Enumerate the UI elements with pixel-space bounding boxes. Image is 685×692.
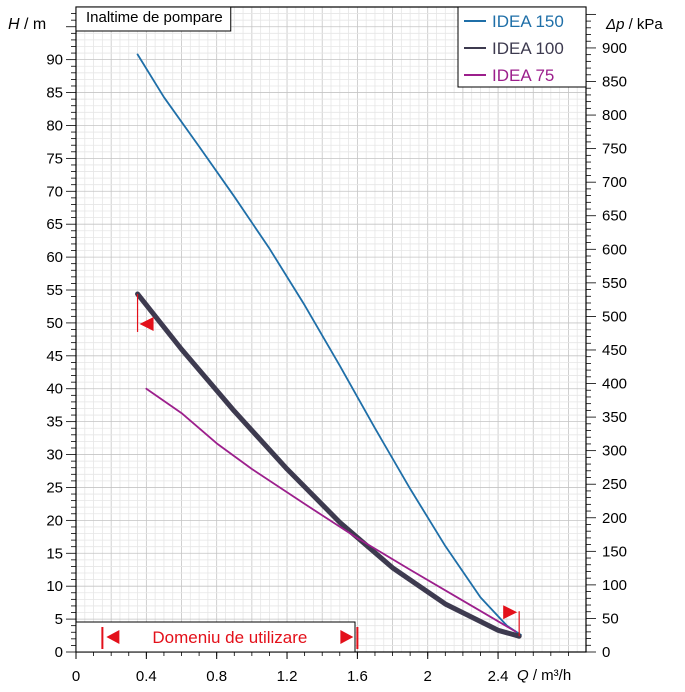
- y-tick-label: 35: [46, 414, 63, 431]
- domain-of-use-box: Domeniu de utilizare: [75, 621, 359, 653]
- y-tick-label: 25: [46, 479, 63, 496]
- y2-tick-label: 550: [602, 275, 627, 292]
- axis-symbol: Δp: [605, 16, 624, 33]
- axis-symbol: H: [8, 16, 20, 33]
- x-tick-label: 2: [424, 668, 432, 685]
- y2-tick-label: 150: [602, 543, 627, 560]
- y-tick-label: 60: [46, 249, 63, 266]
- y2-tick-label: 0: [602, 644, 610, 661]
- y2-tick-label: 200: [602, 510, 627, 527]
- y2-tick-label: 450: [602, 342, 627, 359]
- axis-symbol: Q: [517, 667, 529, 684]
- legend: IDEA 150 IDEA 100 IDEA 75: [457, 6, 587, 88]
- chart-title-box: Inaltime de pompare: [75, 6, 232, 32]
- x-tick-label: 1.6: [347, 668, 368, 685]
- x-tick-label: 0: [72, 668, 80, 685]
- domain-box-frame: [75, 621, 356, 653]
- y2-tick-label: 400: [602, 376, 627, 393]
- series-line: [135, 291, 522, 639]
- domain-arrow-left: [106, 630, 120, 644]
- y2-tick-label: 800: [602, 107, 627, 124]
- y-tick-label: 15: [46, 545, 63, 562]
- y-tick-label: 30: [46, 447, 63, 464]
- axis-ticks: 0 0.4 0.8 1.2 1.6 2 2.4 0 5 10 15 20 25 30 35 40 45 50 55 6…: [46, 13, 627, 685]
- x-tick-label: 2.4: [488, 668, 509, 685]
- y2-tick-label: 350: [602, 409, 627, 426]
- domain-label: Domeniu de utilizare: [152, 628, 307, 647]
- y2-tick-label: 500: [602, 308, 627, 325]
- legend-label: IDEA 150: [492, 12, 564, 31]
- series: [135, 53, 522, 639]
- y2-tick-label: 650: [602, 208, 627, 225]
- y-tick-label: 10: [46, 578, 63, 595]
- x-axis-title: Q / m³/h: [517, 667, 571, 684]
- y-tick-label: 50: [46, 315, 63, 332]
- axis-unit: / m³/h: [529, 667, 572, 684]
- y-tick-label: 45: [46, 348, 63, 365]
- y2-axis-label: Δp / kPa: [605, 16, 663, 33]
- axis-unit: / kPa: [624, 16, 663, 33]
- y-tick-label: 40: [46, 381, 63, 398]
- chart-title: Inaltime de pompare: [86, 9, 223, 26]
- y-tick-label: 85: [46, 85, 63, 102]
- y-tick-label: 5: [55, 611, 63, 628]
- marker-arrow: [139, 316, 154, 331]
- title-box: [75, 6, 232, 32]
- x-tick-label: 1.2: [277, 668, 298, 685]
- x-tick-label: 0.8: [206, 668, 227, 685]
- legend-label: IDEA 100: [492, 39, 564, 58]
- marker-arrow: [503, 605, 518, 620]
- y2-tick-label: 100: [602, 577, 627, 594]
- y2-tick-label: 900: [602, 40, 627, 57]
- y-tick-label: 0: [55, 644, 63, 661]
- y-tick-label: 70: [46, 183, 63, 200]
- legend-label: IDEA 75: [492, 66, 554, 85]
- y2-tick-label: 600: [602, 241, 627, 258]
- grid: [75, 6, 587, 653]
- operating-markers: [136, 293, 520, 637]
- axis-unit: / m: [20, 16, 47, 33]
- y2-tick-label: 250: [602, 476, 627, 493]
- y2-tick-label: 300: [602, 443, 627, 460]
- y-tick-label: 65: [46, 216, 63, 233]
- y2-tick-label: 50: [602, 610, 619, 627]
- y-tick-label: 80: [46, 117, 63, 134]
- y-axis-label: H / m: [8, 16, 46, 33]
- series-line: [145, 387, 517, 633]
- x-tick-label: 0.4: [136, 668, 157, 685]
- y-tick-label: 90: [46, 52, 63, 69]
- y-tick-label: 75: [46, 150, 63, 167]
- y-tick-label: 55: [46, 282, 63, 299]
- x-axis-label: Q / m³/h: [517, 667, 571, 684]
- series-line: [136, 53, 522, 636]
- y-axis-title: H / m: [8, 16, 46, 33]
- y2-tick-label: 750: [602, 141, 627, 158]
- y2-tick-label: 850: [602, 74, 627, 91]
- domain-arrow-right: [340, 630, 354, 644]
- y-tick-label: 20: [46, 512, 63, 529]
- y2-tick-label: 700: [602, 174, 627, 191]
- y2-axis-title: Δp / kPa: [605, 16, 663, 33]
